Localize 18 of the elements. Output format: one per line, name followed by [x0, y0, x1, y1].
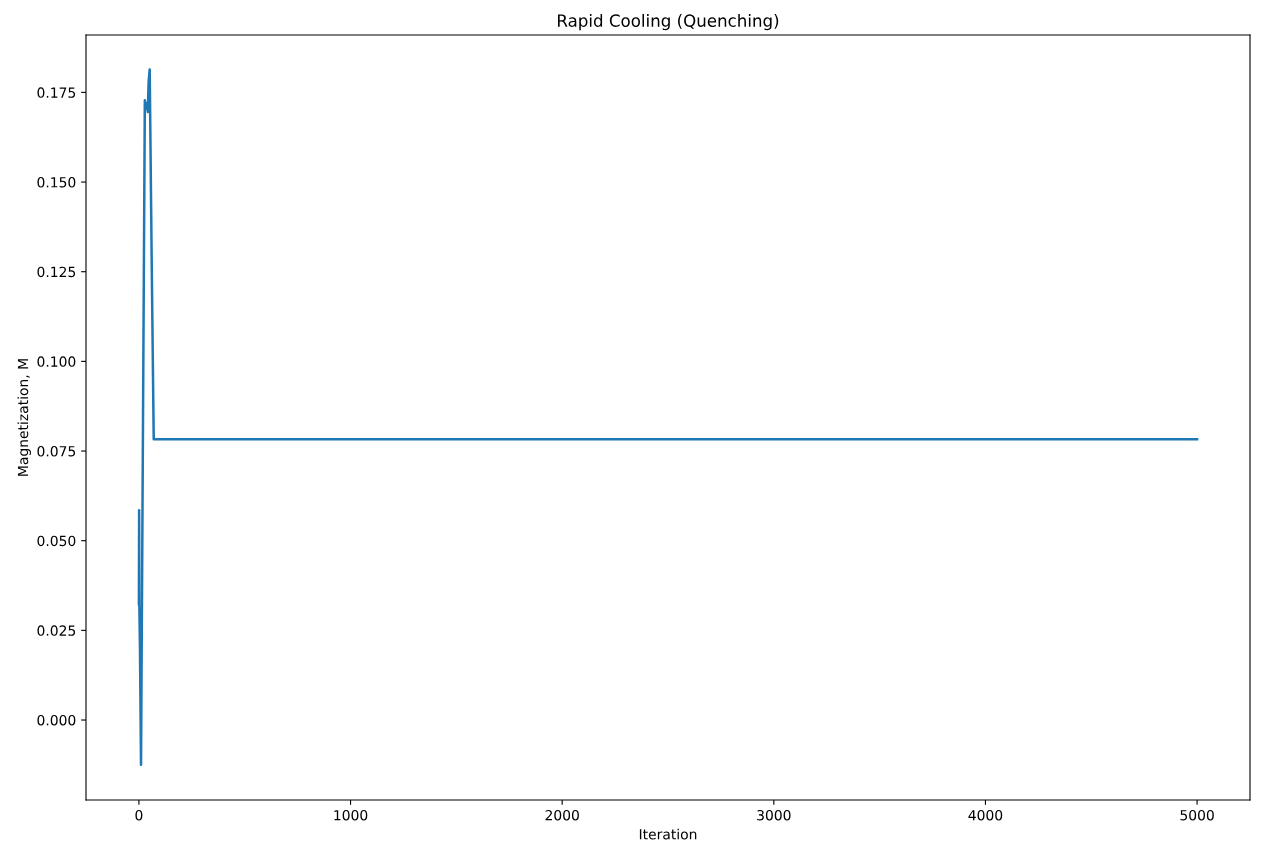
line-series: [137, 68, 1199, 767]
x-tick-label: 3000: [757, 809, 791, 821]
y-tick-label: 0.000: [37, 714, 76, 726]
x-tick-label: 2000: [545, 809, 579, 821]
x-tick-label: 0: [135, 809, 143, 821]
y-tick-label: 0.125: [37, 266, 76, 278]
y-tick-label: 0.075: [37, 446, 76, 457]
x-axis-title: Iteration: [639, 828, 697, 840]
x-tick-label: 4000: [968, 809, 1003, 821]
x-tick-label: 5000: [1180, 809, 1214, 821]
y-tick-label: 0.150: [37, 177, 76, 188]
y-tick-label: 0.025: [37, 625, 76, 636]
y-tick-label: 0.100: [37, 356, 76, 367]
y-tick-label: 0.175: [37, 87, 76, 98]
y-axis-title: Magnetization, M: [17, 359, 31, 476]
x-tick-label: 1000: [334, 809, 368, 821]
chart-title: Rapid Cooling (Quenching): [558, 14, 779, 31]
y-tick-label: 0.050: [37, 535, 76, 547]
